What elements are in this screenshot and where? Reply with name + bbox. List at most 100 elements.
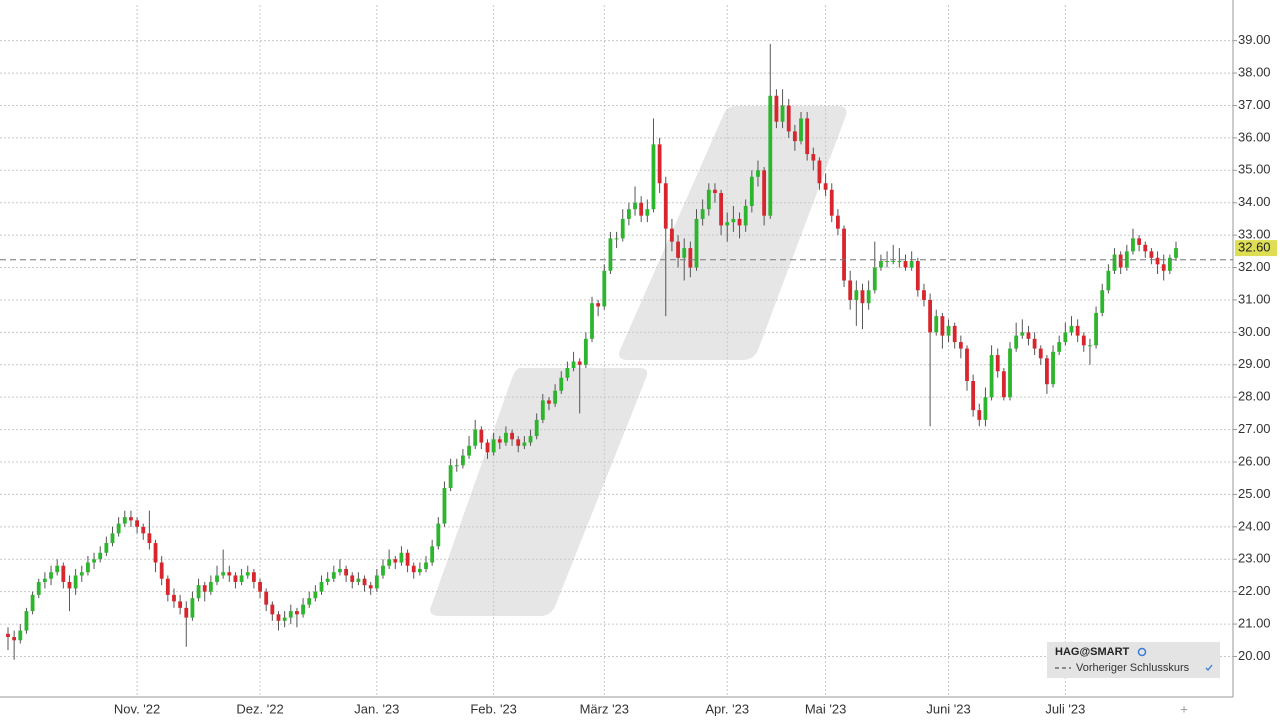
scroll-handle[interactable]: + [1180, 701, 1188, 716]
candle-body [12, 637, 17, 641]
candle-body [497, 439, 502, 443]
candle-body [460, 455, 465, 466]
y-tick-label: 31.00 [1238, 291, 1271, 306]
y-tick-label: 24.00 [1238, 518, 1271, 533]
candle-body [516, 439, 521, 446]
candle-body [110, 533, 115, 544]
candle-body [86, 562, 90, 573]
candle-body [92, 559, 96, 563]
candle-body [282, 617, 287, 621]
candle-body [368, 585, 373, 589]
candle-body [135, 520, 140, 527]
candle-body [393, 559, 398, 563]
y-tick-label: 25.00 [1238, 486, 1271, 501]
x-tick-label: März '23 [580, 701, 629, 716]
candle-body [184, 607, 189, 618]
y-tick-label: 28.00 [1238, 389, 1271, 404]
y-tick-label: 39.00 [1238, 32, 1271, 47]
candle-body [608, 238, 613, 271]
candle-body [1032, 338, 1037, 349]
candle-body [940, 316, 945, 336]
y-tick-label: 21.00 [1238, 616, 1271, 631]
y-tick-label: 36.00 [1238, 129, 1271, 144]
candle-body [534, 419, 539, 437]
candle-body [288, 611, 293, 618]
candle-body [1038, 348, 1043, 359]
candle-body [811, 154, 816, 161]
candle-body [1143, 244, 1148, 252]
legend: HAG@SMART Vorheriger Schlusskurs [1047, 642, 1220, 678]
candle-body [504, 432, 508, 443]
candle-body [1001, 371, 1006, 398]
legend-title: HAG@SMART [1055, 646, 1130, 658]
y-tick-label: 34.00 [1238, 194, 1271, 209]
candle-body [1149, 251, 1154, 258]
candle-body [762, 170, 767, 216]
candle-body [657, 144, 662, 184]
candle-body [670, 228, 674, 242]
x-tick-label: Juni '23 [926, 701, 970, 716]
candle-body [971, 380, 976, 411]
candle-body [952, 325, 957, 343]
candle-body [639, 202, 644, 216]
x-tick-label: Nov. '22 [114, 701, 160, 716]
candle-body [915, 261, 920, 291]
watermark [430, 106, 847, 616]
candle-body [651, 144, 656, 210]
candle-body [977, 410, 982, 420]
candle-body [165, 578, 170, 595]
candle-body [676, 241, 680, 258]
candle-body [116, 523, 121, 534]
candle-body [42, 578, 47, 582]
candle-body [387, 559, 392, 566]
x-tick-label: Mai '23 [805, 701, 847, 716]
candle-body [743, 205, 748, 226]
candle-body [596, 303, 601, 307]
candle-body [620, 218, 625, 239]
candle-body [202, 585, 207, 592]
candle-body [553, 390, 558, 404]
candle-body [356, 578, 361, 582]
candle-body [872, 267, 877, 291]
candle-body [897, 261, 902, 263]
candle-body [1167, 257, 1172, 271]
candle-body [24, 611, 29, 631]
candle-body [196, 585, 201, 599]
candle-body [879, 261, 883, 268]
y-tick-label: 35.00 [1238, 162, 1271, 177]
candle-body [946, 325, 951, 336]
y-tick-label: 33.00 [1238, 227, 1271, 242]
candle-body [67, 581, 72, 589]
candle-body [823, 183, 828, 190]
candle-body [417, 568, 422, 573]
legend-icon [1137, 647, 1147, 657]
candle-body [645, 209, 650, 216]
candle-body [1106, 270, 1111, 291]
candle-body [805, 118, 810, 155]
candle-body [104, 543, 109, 553]
candle-body [626, 209, 631, 219]
candle-body [411, 565, 416, 573]
candle-body [965, 348, 969, 381]
candle-body [270, 604, 275, 615]
legend-check[interactable] [1205, 664, 1213, 671]
candle-body [1044, 358, 1049, 385]
candle-body [172, 594, 176, 602]
candle-body [866, 290, 871, 304]
candle-body [700, 209, 705, 219]
candle-body [1088, 345, 1092, 347]
candle-body [362, 578, 367, 586]
candle-body [928, 299, 933, 333]
candle-body [1118, 254, 1123, 268]
candle-body [239, 575, 244, 582]
candle-body [251, 572, 256, 582]
candle-body [860, 290, 865, 304]
candle-body [381, 565, 385, 576]
candle-body [768, 95, 773, 216]
candle-body [344, 568, 349, 576]
candle-body [547, 400, 551, 404]
candle-body [1020, 332, 1025, 336]
candle-body [774, 95, 779, 122]
candle-body [989, 355, 994, 398]
